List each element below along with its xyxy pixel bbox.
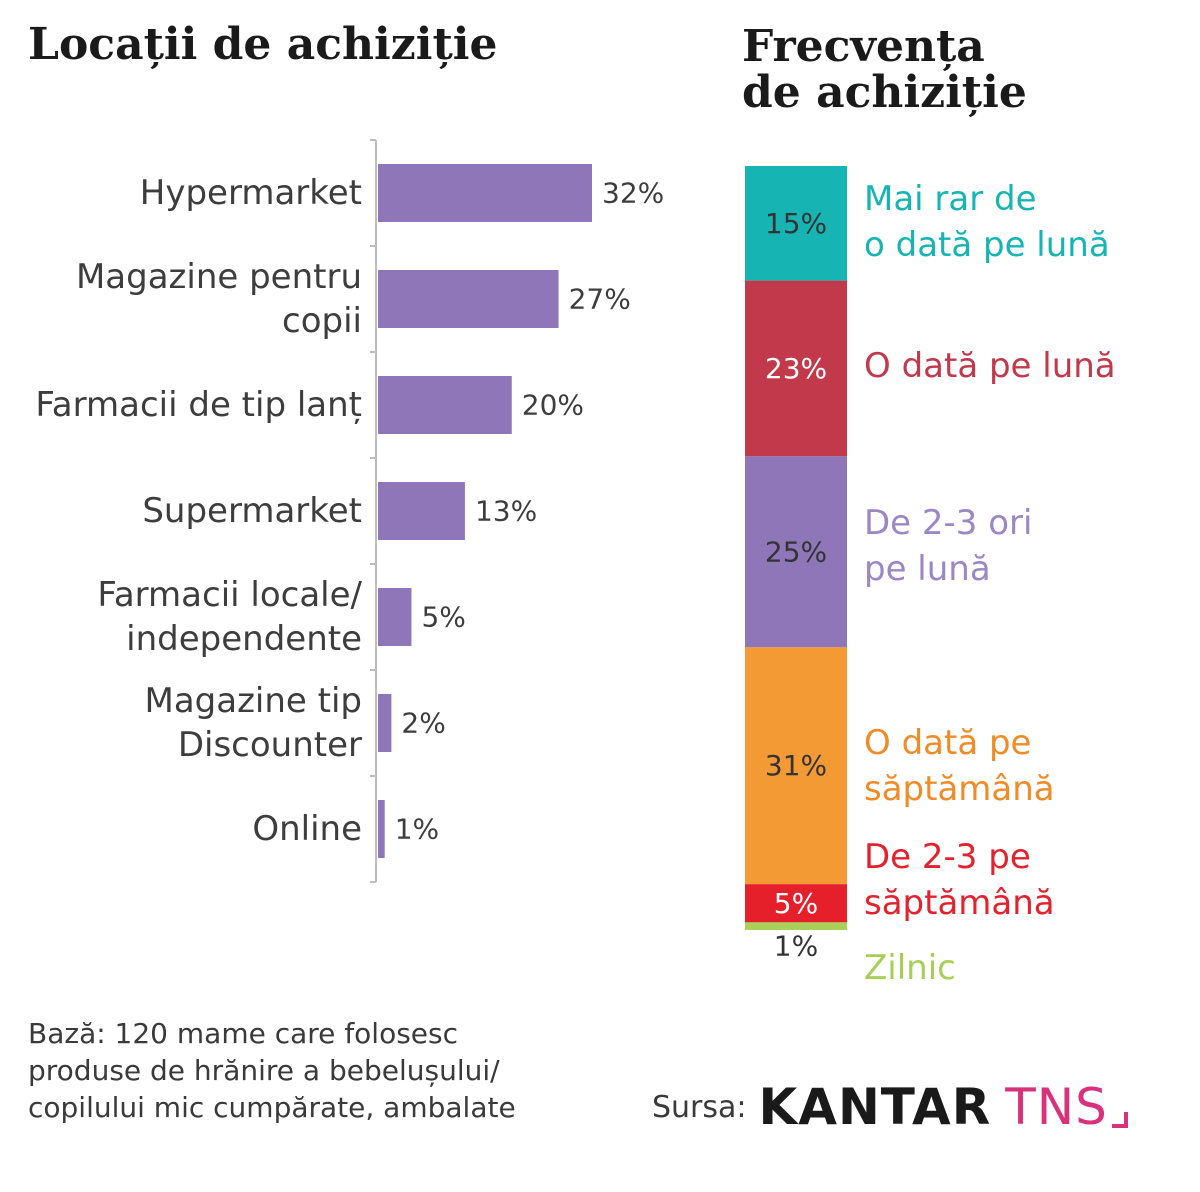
location-value-label: 5% <box>421 601 465 634</box>
frequency-segment-label: 23% <box>765 352 827 385</box>
location-category-label: Hypermarket <box>140 173 362 213</box>
frequency-chart-title: Frecvența de achiziție <box>742 21 1027 119</box>
footnote-line-2: produse de hrănire a bebelușului/ <box>28 1053 500 1087</box>
brand-mark-icon <box>1111 1112 1128 1128</box>
brand-logo-tns: TNS <box>1005 1078 1108 1136</box>
frequency-segment <box>745 922 847 930</box>
frequency-legend-label: O dată pe lună <box>864 346 1116 386</box>
source-credit: Sursa: KANTAR TNS <box>652 1072 1128 1142</box>
location-category-label: independente <box>126 619 362 659</box>
brand-logo-kantar: KANTAR <box>758 1078 992 1136</box>
frequency-segment-label: 25% <box>765 535 827 568</box>
frequency-legend-label: De 2-3 ori <box>864 503 1032 543</box>
frequency-legend-label: pe lună <box>864 549 991 589</box>
frequency-title-line: de achiziție <box>742 67 1027 119</box>
location-category-label: Discounter <box>178 725 362 765</box>
location-value-label: 27% <box>569 283 631 316</box>
frequency-segment <box>745 166 847 281</box>
frequency-segment-label: 5% <box>774 887 818 920</box>
frequency-legend-label: Mai rar de <box>864 179 1037 219</box>
location-category-label: Online <box>252 809 362 849</box>
location-bar <box>378 376 512 434</box>
location-value-label: 13% <box>475 495 537 528</box>
frequency-legend-label: săptămână <box>864 769 1055 809</box>
location-category-label: Magazine tip <box>144 681 362 721</box>
location-category-label: Magazine pentru <box>76 257 362 297</box>
frequency-legend-label: o dată pe lună <box>864 225 1110 265</box>
frequency-segment-label: 15% <box>765 207 827 240</box>
location-category-label: Supermarket <box>142 491 362 531</box>
location-value-label: 1% <box>395 813 439 846</box>
location-bar <box>378 270 559 328</box>
frequency-title-line: Frecvența <box>742 21 985 72</box>
location-bar <box>378 482 465 540</box>
location-value-label: 20% <box>522 389 584 422</box>
frequency-segment <box>745 280 847 457</box>
footnote-line-3: copilului mic cumpărate, ambalate <box>28 1090 516 1124</box>
frequency-segment <box>745 456 847 648</box>
locations-chart-title: Locații de achiziție <box>28 19 498 70</box>
location-category-label: copii <box>282 301 362 341</box>
footnote: Bază: 120 mame care folosesc produse de … <box>28 1016 588 1127</box>
location-value-label: 32% <box>602 177 664 210</box>
frequency-legend-label: săptămână <box>864 883 1055 923</box>
frequency-segment <box>745 884 847 923</box>
frequency-segment-label: 31% <box>765 749 827 782</box>
location-category-label: Farmacii locale/ <box>97 575 362 615</box>
source-label: Sursa: <box>652 1089 747 1125</box>
frequency-legend-label: O dată pe <box>864 723 1031 763</box>
location-bar <box>378 694 392 752</box>
location-bar <box>378 800 385 858</box>
frequency-legend-label: Zilnic <box>864 948 956 988</box>
footnote-line-1: Bază: 120 mame care folosesc <box>28 1017 459 1050</box>
frequency-segment-label: 1% <box>774 930 818 963</box>
location-category-label: Farmacii de tip lanț <box>35 385 362 425</box>
frequency-legend-label: De 2-3 pe <box>864 837 1031 877</box>
location-value-label: 2% <box>401 707 445 740</box>
location-bar <box>378 588 412 646</box>
frequency-segment <box>745 647 847 885</box>
location-bar <box>378 164 592 222</box>
